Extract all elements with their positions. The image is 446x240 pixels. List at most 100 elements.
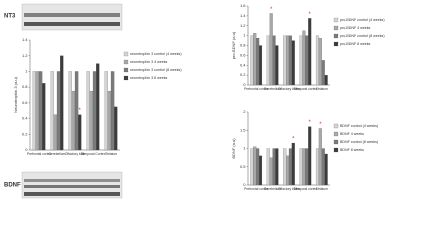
x-tick-label: Prefrontal cortex <box>244 187 269 191</box>
y-tick-label: 0.2 <box>240 72 246 77</box>
bar <box>288 148 292 186</box>
bar <box>283 35 287 86</box>
bar <box>107 90 112 151</box>
figure: NT3 BDNF 0 0.2 0.4 0.6 0.8 1 1.2 1.4 Neurotrophi… <box>4 3 385 199</box>
bar <box>315 35 320 86</box>
legend-label: neurotrophin 3 control (4 weeks) <box>130 52 182 56</box>
bar <box>71 90 76 151</box>
bar <box>78 114 82 151</box>
bar <box>68 71 72 151</box>
bdnf-blot <box>21 171 123 199</box>
legend-swatch <box>123 67 129 73</box>
legend-label: neurotrophin 3 control (8 weeks) <box>130 68 182 72</box>
x-tick-label: Olfactory bulbs <box>278 87 300 91</box>
bar <box>283 148 287 186</box>
bar <box>250 35 254 86</box>
x-tick-label: Cerebellum <box>264 87 281 91</box>
y-tick-label: 1 <box>25 68 28 73</box>
bar <box>269 157 273 186</box>
bar <box>42 83 46 151</box>
y-tick-label: 0.5 <box>240 164 246 169</box>
y-tick-label: 1.2 <box>22 53 28 58</box>
y-tick-label: 0.6 <box>240 52 246 57</box>
legend-swatch <box>333 131 339 137</box>
bar <box>56 71 61 151</box>
bar <box>318 37 322 86</box>
x-tick-label: Striatum <box>316 87 329 91</box>
legend-label: BDNF control (8 weeks) <box>340 140 378 144</box>
legend-label: BDNF 4 weeks <box>340 132 364 136</box>
x-tick-label: Olfactory bulbs <box>278 187 300 191</box>
annotation: * <box>79 108 82 114</box>
nt3-blot <box>21 3 123 31</box>
bar <box>272 148 276 186</box>
bar <box>305 148 309 186</box>
bar <box>324 75 328 86</box>
bar <box>305 35 309 86</box>
y-tick-label: 1 <box>243 146 246 151</box>
legend-label: neurotrophin 3 8 weeks <box>130 76 168 80</box>
legend-swatch <box>333 147 339 153</box>
x-tick-label: Striatum <box>316 187 329 191</box>
legend-swatch <box>333 33 339 39</box>
bar <box>286 35 290 86</box>
bar <box>74 71 79 151</box>
legend-swatch <box>333 123 339 129</box>
bar <box>299 148 303 186</box>
bar <box>269 13 273 86</box>
bar <box>308 18 312 86</box>
bar <box>299 35 303 86</box>
bar <box>89 90 94 151</box>
x-tick-label: Prefrontal cortex <box>27 152 52 156</box>
y-tick-label: 0.4 <box>240 62 246 67</box>
y-tick-label: 0.4 <box>22 116 28 121</box>
x-tick-label: Cerebellum <box>264 187 281 191</box>
bar <box>272 35 276 86</box>
bar <box>275 148 279 186</box>
legend-swatch <box>123 59 129 65</box>
legend-label: BDNF control (4 weeks) <box>340 124 378 128</box>
bar <box>302 30 306 86</box>
x-tick-label: Cerebellum <box>49 152 66 156</box>
legend-swatch <box>333 41 339 47</box>
bar <box>32 71 36 151</box>
legend-label: pro-BDNF control (8 weeks) <box>340 34 385 38</box>
x-tick-label: Striatum <box>105 152 118 156</box>
x-tick-label: Temporal cortex <box>294 87 318 91</box>
y-axis-label: BDNF (a.u) <box>231 138 236 159</box>
bar <box>291 40 295 86</box>
legend-swatch <box>123 75 129 81</box>
bar <box>266 148 270 186</box>
x-tick-label: Prefrontal cortex <box>244 87 269 91</box>
bar <box>256 37 260 86</box>
bar <box>114 106 118 151</box>
page: {"labels": {"nt3": "NT3", "bdnf": "BDNF"… <box>4 3 385 199</box>
bar <box>315 148 320 186</box>
bar <box>53 114 58 151</box>
bar <box>60 55 64 151</box>
legend-label: pro-BDNF 8 weeks <box>340 42 371 46</box>
bar <box>258 155 263 186</box>
bar <box>50 71 54 151</box>
legend-swatch <box>123 51 129 57</box>
blot-label: NT3 <box>4 14 16 20</box>
bar <box>86 71 90 151</box>
bar <box>324 153 328 186</box>
bar <box>104 71 108 151</box>
bar <box>286 155 290 186</box>
legend-label: pro-BDNF 4 weeks <box>340 26 371 30</box>
legend-label: BDNF 8 weeks <box>340 148 364 152</box>
bar <box>253 146 257 186</box>
annotation: * <box>319 122 322 128</box>
bar <box>256 148 260 186</box>
annotation: * <box>309 12 312 18</box>
y-tick-label: 0.8 <box>240 43 246 48</box>
y-axis-label: Neurotrophin 3 (a.u) <box>13 76 18 112</box>
x-tick-label: Temporal Cortex <box>81 152 106 156</box>
y-tick-label: 0 <box>25 147 28 152</box>
bar <box>308 126 312 186</box>
legend-swatch <box>333 139 339 145</box>
y-tick-label: 0.2 <box>22 131 28 136</box>
bar <box>318 128 322 186</box>
legend-swatch <box>333 17 339 23</box>
